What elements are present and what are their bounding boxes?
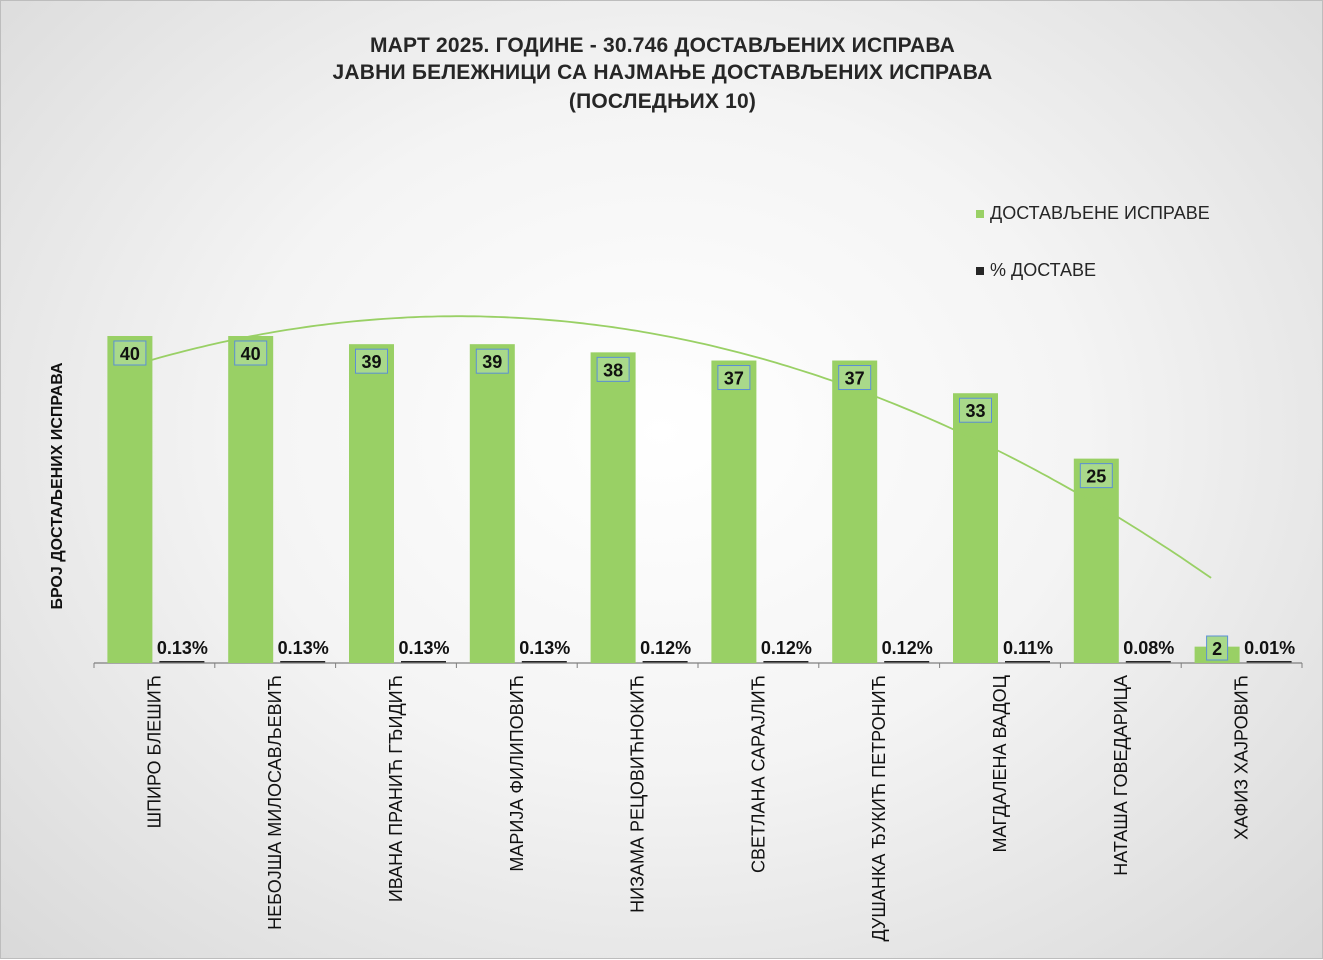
percent-bar bbox=[521, 661, 567, 663]
data-label-box bbox=[717, 365, 751, 391]
x-tick-label: СВЕТЛАНА САРАЈЛИЋ bbox=[748, 675, 768, 873]
data-label-box bbox=[234, 340, 268, 366]
data-label-documents: 40 bbox=[234, 340, 268, 366]
data-label-documents-text: 40 bbox=[120, 344, 140, 364]
data-label-percent: 0.13% bbox=[398, 638, 449, 658]
data-label-percent: 0.13% bbox=[157, 638, 208, 658]
x-tick-label: ШПИРО БЛЕШИЋ bbox=[144, 675, 164, 828]
bar-documents bbox=[590, 352, 636, 663]
bar-documents bbox=[832, 360, 878, 663]
data-label-box bbox=[355, 348, 388, 374]
bar-documents bbox=[1073, 458, 1119, 663]
data-label-documents: 33 bbox=[959, 397, 992, 423]
data-label-documents-text: 39 bbox=[482, 352, 502, 372]
percent-bar bbox=[280, 661, 326, 663]
bar-documents bbox=[107, 336, 153, 663]
data-label-documents-text: 38 bbox=[603, 360, 623, 380]
percent-bar bbox=[1005, 661, 1050, 663]
data-label-documents-text: 33 bbox=[965, 401, 985, 421]
data-label-documents-text: 40 bbox=[241, 344, 261, 364]
data-label-documents-text: 39 bbox=[361, 352, 381, 372]
percent-bar bbox=[159, 661, 205, 663]
data-label-documents: 37 bbox=[838, 365, 872, 391]
data-label-percent: 0.01% bbox=[1244, 638, 1295, 658]
data-label-percent: 0.11% bbox=[1003, 638, 1053, 658]
legend-swatch-dark bbox=[976, 266, 984, 275]
data-label-box bbox=[475, 348, 509, 374]
x-tick-label: НИЗАМА РЕЦОВИЋНОКИЋ bbox=[628, 675, 648, 913]
data-label-box bbox=[596, 356, 630, 382]
data-label-percent: 0.12% bbox=[640, 638, 691, 658]
chart-title-line-1: МАРТ 2025. ГОДИНЕ - 30.746 ДОСТАВЉЕНИХ И… bbox=[369, 34, 956, 57]
data-label-box bbox=[1079, 463, 1113, 489]
data-label-percent: 0.08% bbox=[1123, 638, 1174, 658]
data-label-documents: 37 bbox=[717, 365, 751, 391]
percent-bar bbox=[763, 661, 809, 663]
trendline bbox=[129, 315, 1212, 579]
legend-label-documents: ДОСТАВЉЕНЕ ИСПРАВЕ bbox=[990, 203, 1210, 223]
percent-bar bbox=[401, 661, 446, 663]
x-tick-label: ИВАНА ПРАНИЋ ГЂИДИЋ bbox=[386, 675, 406, 902]
x-tick-label: ДУШАНКА ЂУКИЋ ПЕТРОНИЋ bbox=[869, 675, 889, 941]
legend-item-documents[interactable]: ДОСТАВЉЕНЕ ИСПРАВЕ bbox=[976, 203, 1210, 224]
data-label-documents-text: 37 bbox=[845, 369, 865, 389]
data-label-documents-text: 37 bbox=[724, 369, 744, 389]
x-tick-label: МАГДАЛЕНА ВАДОЦ bbox=[990, 675, 1010, 852]
data-label-documents: 39 bbox=[475, 348, 509, 374]
legend-item-percent[interactable]: % ДОСТАВЕ bbox=[976, 260, 1096, 281]
x-tick-label: НЕБОЈША МИЛОСАВЉЕВИЋ bbox=[265, 675, 285, 930]
percent-bar bbox=[642, 661, 688, 663]
data-label-percent: 0.12% bbox=[761, 638, 812, 658]
percent-bar bbox=[1246, 661, 1292, 663]
data-label-documents: 2 bbox=[1206, 635, 1229, 661]
data-label-documents-text: 2 bbox=[1212, 639, 1222, 659]
data-label-box bbox=[959, 397, 992, 423]
data-label-percent: 0.12% bbox=[882, 638, 933, 658]
x-tick-label: НАТАША ГОВЕДАРИЦА bbox=[1111, 675, 1131, 876]
bar-documents bbox=[469, 344, 515, 663]
chart-title-line-2: ЈАВНИ БЕЛЕЖНИЦИ СА НАЈМАЊЕ ДОСТАВЉЕНИХ И… bbox=[332, 61, 993, 84]
data-label-documents: 38 bbox=[596, 356, 630, 382]
data-label-documents: 39 bbox=[355, 348, 388, 374]
chart-title-line-3: (ПОСЛЕДЊИХ 10) bbox=[568, 90, 757, 113]
legend-swatch-green bbox=[976, 209, 984, 218]
data-label-documents-text: 25 bbox=[1086, 467, 1106, 487]
legend-label-percent: % ДОСТАВЕ bbox=[990, 260, 1097, 280]
data-label-box bbox=[1206, 635, 1229, 661]
bar-documents bbox=[228, 336, 274, 663]
percent-bar bbox=[1125, 661, 1171, 663]
x-tick-label: МАРИЈА ФИЛИПОВИЋ bbox=[507, 675, 527, 872]
data-label-documents: 25 bbox=[1079, 463, 1113, 489]
data-label-box bbox=[838, 365, 872, 391]
bar-documents bbox=[953, 393, 998, 663]
bar-documents bbox=[349, 344, 394, 663]
bar-documents bbox=[711, 360, 757, 663]
data-label-percent: 0.13% bbox=[519, 638, 570, 658]
data-label-documents: 40 bbox=[113, 340, 147, 366]
x-tick-label: ХАФИЗ ХАЈРОВИЋ bbox=[1232, 675, 1252, 840]
data-label-percent: 0.13% bbox=[278, 638, 329, 658]
data-label-box bbox=[113, 340, 147, 366]
percent-bar bbox=[884, 661, 930, 663]
